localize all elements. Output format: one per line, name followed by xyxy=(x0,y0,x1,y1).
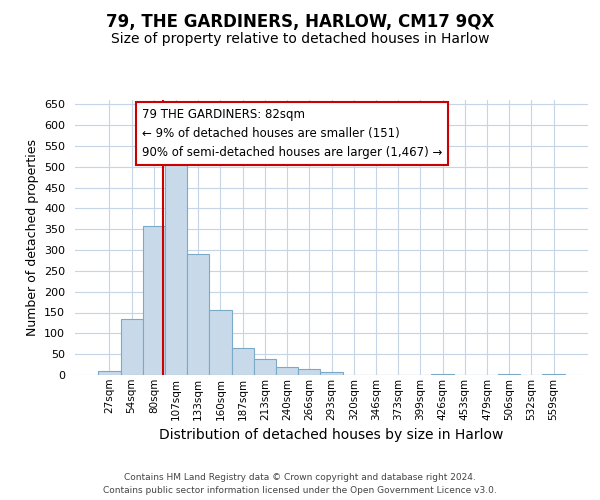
Bar xyxy=(431,374,454,375)
Bar xyxy=(320,372,343,375)
Text: 79 THE GARDINERS: 82sqm
← 9% of detached houses are smaller (151)
90% of semi-de: 79 THE GARDINERS: 82sqm ← 9% of detached… xyxy=(142,108,442,159)
Bar xyxy=(98,371,121,375)
Bar xyxy=(298,369,320,375)
Bar xyxy=(143,226,165,375)
Bar xyxy=(165,152,187,375)
Text: 79, THE GARDINERS, HARLOW, CM17 9QX: 79, THE GARDINERS, HARLOW, CM17 9QX xyxy=(106,12,494,30)
Bar xyxy=(187,254,209,375)
Bar xyxy=(498,374,520,375)
Y-axis label: Number of detached properties: Number of detached properties xyxy=(26,139,38,336)
X-axis label: Distribution of detached houses by size in Harlow: Distribution of detached houses by size … xyxy=(160,428,503,442)
Bar xyxy=(232,348,254,375)
Text: Size of property relative to detached houses in Harlow: Size of property relative to detached ho… xyxy=(111,32,489,46)
Text: Contains HM Land Registry data © Crown copyright and database right 2024.: Contains HM Land Registry data © Crown c… xyxy=(124,472,476,482)
Text: Contains public sector information licensed under the Open Government Licence v3: Contains public sector information licen… xyxy=(103,486,497,495)
Bar xyxy=(542,374,565,375)
Bar xyxy=(276,366,298,375)
Bar xyxy=(254,359,276,375)
Bar xyxy=(209,310,232,375)
Bar xyxy=(121,319,143,375)
